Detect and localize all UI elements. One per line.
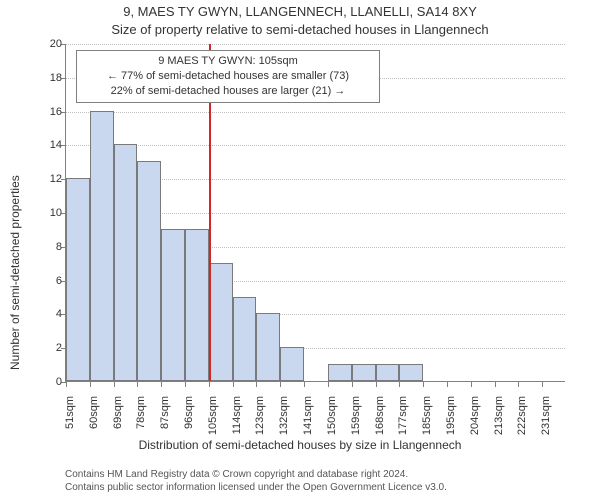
attribution-line-2: Contains public sector information licen… xyxy=(65,481,447,494)
x-tick-mark xyxy=(90,382,91,387)
x-tick-mark xyxy=(542,382,543,387)
histogram-bar xyxy=(137,161,161,381)
x-tick-mark xyxy=(495,382,496,387)
x-axis-label: Distribution of semi-detached houses by … xyxy=(0,438,600,452)
x-tick-label: 222sqm xyxy=(516,396,528,436)
x-tick-label: 141sqm xyxy=(302,396,314,436)
x-tick-mark xyxy=(137,382,138,387)
x-tick-label: 132sqm xyxy=(278,396,290,436)
y-tick-label: 14 xyxy=(38,139,62,151)
y-tick-label: 20 xyxy=(38,38,62,50)
x-tick-label: 159sqm xyxy=(350,396,362,436)
x-tick-label: 185sqm xyxy=(421,396,433,436)
histogram-bar xyxy=(352,364,376,381)
x-tick-mark xyxy=(161,382,162,387)
y-tick-label: 10 xyxy=(38,207,62,219)
y-axis-label: Number of semi-detached properties xyxy=(8,175,22,370)
y-tick-label: 6 xyxy=(38,275,62,287)
annotation-box: 9 MAES TY GWYN: 105sqm← 77% of semi-deta… xyxy=(76,50,380,103)
annotation-line-3: 22% of semi-detached houses are larger (… xyxy=(83,84,373,99)
x-tick-label: 87sqm xyxy=(159,396,171,436)
attribution-block: Contains HM Land Registry data © Crown c… xyxy=(65,468,447,494)
x-tick-mark xyxy=(114,382,115,387)
histogram-bar xyxy=(376,364,400,381)
attribution-line-1: Contains HM Land Registry data © Crown c… xyxy=(65,468,447,481)
x-tick-mark xyxy=(352,382,353,387)
y-tick-label: 2 xyxy=(38,342,62,354)
x-tick-label: 177sqm xyxy=(397,396,409,436)
gridline xyxy=(66,44,565,45)
x-tick-label: 78sqm xyxy=(135,396,147,436)
y-tick-label: 16 xyxy=(38,106,62,118)
x-tick-label: 96sqm xyxy=(183,396,195,436)
x-tick-label: 213sqm xyxy=(493,396,505,436)
x-tick-mark xyxy=(209,382,210,387)
x-tick-mark xyxy=(471,382,472,387)
x-tick-mark xyxy=(185,382,186,387)
y-tick-label: 18 xyxy=(38,72,62,84)
x-tick-mark xyxy=(447,382,448,387)
annotation-line-1: 9 MAES TY GWYN: 105sqm xyxy=(83,54,373,69)
y-tick-label: 8 xyxy=(38,241,62,253)
x-tick-mark xyxy=(376,382,377,387)
chart-title-main: 9, MAES TY GWYN, LLANGENNECH, LLANELLI, … xyxy=(0,4,600,19)
y-tick-label: 4 xyxy=(38,308,62,320)
chart-title-sub: Size of property relative to semi-detach… xyxy=(0,22,600,37)
x-tick-label: 60sqm xyxy=(88,396,100,436)
y-tick-label: 0 xyxy=(38,376,62,388)
x-tick-label: 168sqm xyxy=(374,396,386,436)
x-tick-mark xyxy=(304,382,305,387)
x-tick-label: 69sqm xyxy=(112,396,124,436)
x-tick-mark xyxy=(66,382,67,387)
x-tick-mark xyxy=(399,382,400,387)
x-tick-mark xyxy=(233,382,234,387)
histogram-bar xyxy=(280,347,304,381)
histogram-bar xyxy=(114,144,138,381)
gridline xyxy=(66,112,565,113)
gridline xyxy=(66,145,565,146)
x-tick-label: 195sqm xyxy=(445,396,457,436)
histogram-bar xyxy=(328,364,352,381)
x-tick-label: 105sqm xyxy=(207,396,219,436)
x-tick-label: 114sqm xyxy=(231,396,243,436)
x-tick-label: 204sqm xyxy=(469,396,481,436)
x-tick-label: 123sqm xyxy=(254,396,266,436)
y-tick-label: 12 xyxy=(38,173,62,185)
histogram-bar xyxy=(161,229,185,381)
histogram-bar xyxy=(233,297,257,382)
x-tick-mark xyxy=(280,382,281,387)
x-tick-label: 231sqm xyxy=(540,396,552,436)
plot-area: 9 MAES TY GWYN: 105sqm← 77% of semi-deta… xyxy=(65,44,565,382)
x-tick-mark xyxy=(423,382,424,387)
x-tick-mark xyxy=(328,382,329,387)
histogram-bar xyxy=(185,229,209,381)
x-tick-label: 51sqm xyxy=(64,396,76,436)
x-tick-mark xyxy=(518,382,519,387)
x-tick-label: 150sqm xyxy=(326,396,338,436)
histogram-bar xyxy=(66,178,90,381)
x-tick-mark xyxy=(256,382,257,387)
histogram-bar xyxy=(90,111,114,381)
histogram-bar xyxy=(209,263,233,381)
histogram-bar xyxy=(256,313,280,381)
annotation-line-2: ← 77% of semi-detached houses are smalle… xyxy=(83,69,373,84)
histogram-bar xyxy=(399,364,423,381)
